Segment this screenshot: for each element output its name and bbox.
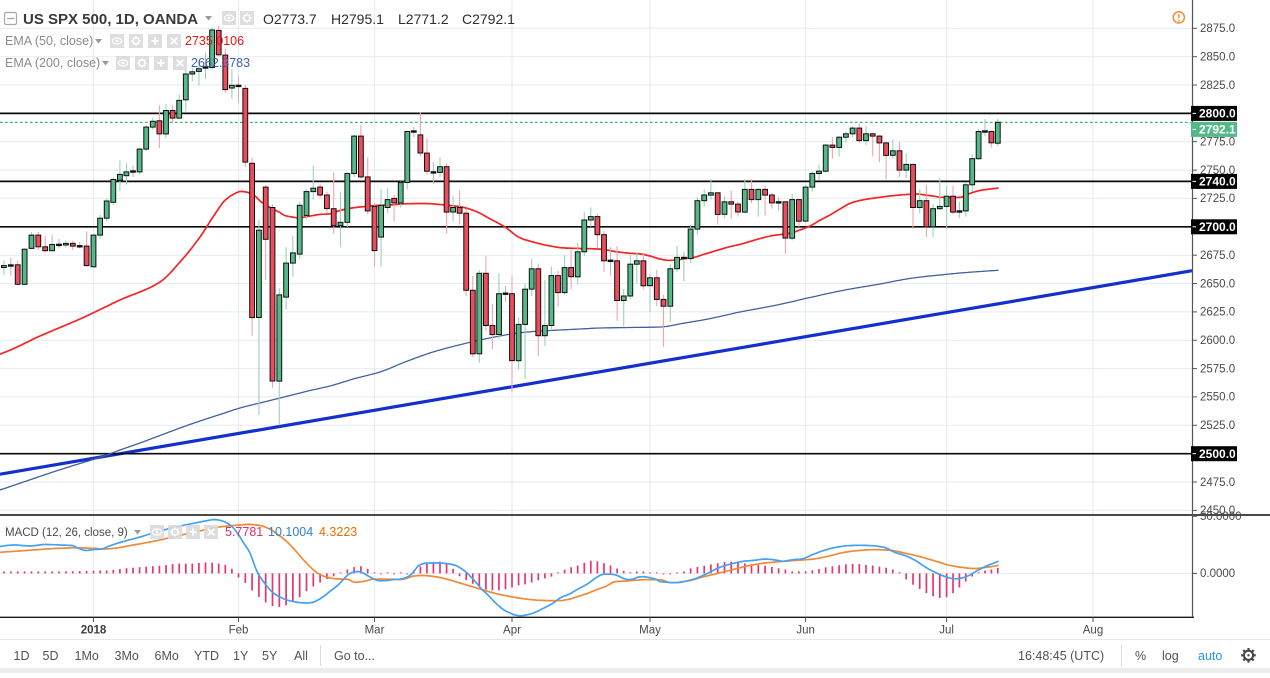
svg-text:Aug: Aug: [1083, 625, 1103, 637]
svg-text:%: %: [1135, 649, 1146, 663]
svg-text:2735.0106: 2735.0106: [185, 34, 244, 48]
svg-text:5D: 5D: [43, 649, 59, 663]
svg-text:2700.0: 2700.0: [1199, 220, 1236, 234]
svg-text:EMA (200, close): EMA (200, close): [5, 56, 100, 70]
svg-text:May: May: [639, 625, 661, 637]
svg-text:2625.0: 2625.0: [1200, 307, 1235, 319]
svg-text:2450.0: 2450.0: [1200, 505, 1235, 517]
svg-text:Apr: Apr: [503, 625, 521, 637]
svg-text:50.0000: 50.0000: [1200, 511, 1242, 523]
svg-text:All: All: [294, 649, 308, 663]
svg-text:1D: 1D: [14, 649, 30, 663]
svg-text:Mar: Mar: [365, 625, 385, 637]
svg-text:log: log: [1162, 649, 1179, 663]
svg-text:2550.0: 2550.0: [1200, 392, 1235, 404]
svg-text:2800.0: 2800.0: [1199, 107, 1236, 121]
svg-text:2475.0: 2475.0: [1200, 477, 1235, 489]
svg-text:10.1004: 10.1004: [268, 525, 313, 539]
svg-text:2018: 2018: [81, 625, 107, 637]
svg-text:Feb: Feb: [229, 625, 249, 637]
svg-text:1Y: 1Y: [233, 649, 249, 663]
svg-text:2775.0: 2775.0: [1200, 137, 1235, 149]
svg-text:auto: auto: [1198, 649, 1222, 663]
svg-text:2850.0: 2850.0: [1200, 52, 1235, 64]
svg-text:L2771.2: L2771.2: [398, 11, 449, 27]
svg-text:16:48:45 (UTC): 16:48:45 (UTC): [1018, 649, 1104, 663]
svg-text:YTD: YTD: [194, 649, 219, 663]
svg-text:Jun: Jun: [796, 625, 815, 637]
svg-text:0.0000: 0.0000: [1200, 568, 1235, 580]
svg-text:2875.0: 2875.0: [1200, 23, 1235, 35]
svg-text:2675.0: 2675.0: [1200, 250, 1235, 262]
svg-text:5Y: 5Y: [262, 649, 278, 663]
svg-text:2740.0: 2740.0: [1199, 175, 1236, 189]
svg-text:EMA (50, close): EMA (50, close): [5, 34, 93, 48]
svg-text:C2792.1: C2792.1: [462, 11, 515, 27]
svg-text:2662.3783: 2662.3783: [191, 56, 250, 70]
svg-text:3Mo: 3Mo: [115, 649, 139, 663]
svg-text:2525.0: 2525.0: [1200, 420, 1235, 432]
svg-text:1Mo: 1Mo: [75, 649, 99, 663]
svg-text:6Mo: 6Mo: [155, 649, 179, 663]
svg-text:2792.1: 2792.1: [1199, 123, 1236, 137]
svg-text:Jul: Jul: [939, 625, 954, 637]
svg-text:2575.0: 2575.0: [1200, 363, 1235, 375]
svg-text:4.3223: 4.3223: [319, 525, 357, 539]
svg-text:2650.0: 2650.0: [1200, 278, 1235, 290]
svg-text:US SPX 500, 1D, OANDA: US SPX 500, 1D, OANDA: [23, 11, 198, 28]
svg-text:2500.0: 2500.0: [1199, 447, 1236, 461]
svg-text:5.7781: 5.7781: [225, 525, 263, 539]
svg-text:Go to...: Go to...: [334, 649, 375, 663]
svg-text:2725.0: 2725.0: [1200, 193, 1235, 205]
svg-text:H2795.1: H2795.1: [331, 11, 384, 27]
svg-text:MACD (12, 26, close, 9): MACD (12, 26, close, 9): [5, 527, 128, 539]
svg-text:2825.0: 2825.0: [1200, 80, 1235, 92]
svg-text:O2773.7: O2773.7: [263, 11, 317, 27]
svg-text:2600.0: 2600.0: [1200, 335, 1235, 347]
